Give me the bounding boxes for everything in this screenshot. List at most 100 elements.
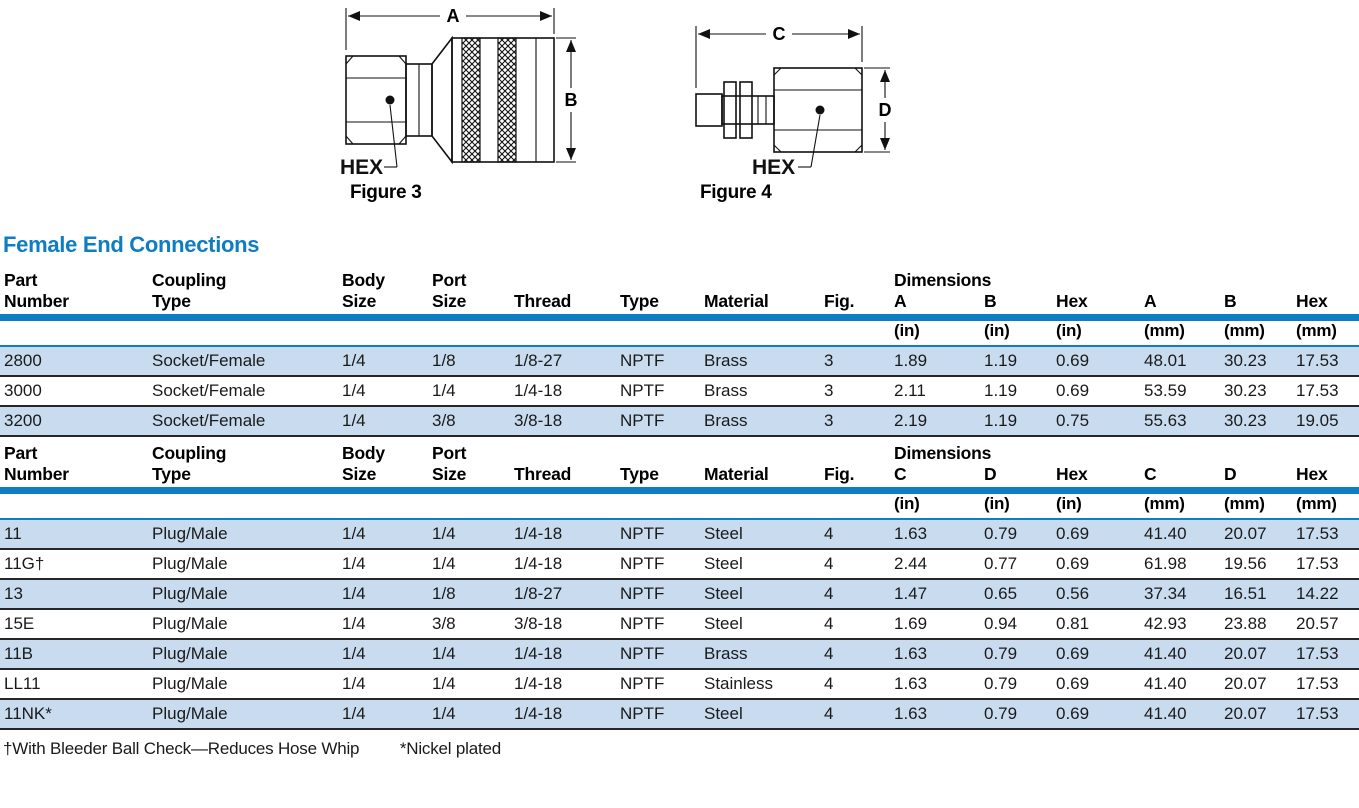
col-dim-hex-in: Hex [1056, 291, 1144, 321]
cell: 55.63 [1144, 411, 1187, 430]
cell: 2.19 [894, 411, 928, 430]
dimension-b-arrow: B [556, 37, 578, 163]
cell: 2.11 [894, 381, 926, 400]
cell: 1/4 [342, 411, 366, 430]
col-body-l1: Body [342, 443, 385, 463]
cell: 0.81 [1056, 614, 1090, 633]
col-dim-d-in: D [984, 464, 1056, 494]
dimension-c-arrow: C [695, 24, 863, 88]
col-coupling-l1: Coupling [152, 270, 227, 290]
col-body-l2: Size [342, 291, 432, 321]
col-dim-b-in: B [984, 291, 1056, 321]
cell: 17.53 [1296, 381, 1339, 400]
cell: 11B [4, 644, 33, 663]
socket-female-table: Part Coupling Body Port Dimensions Numbe… [0, 264, 1359, 437]
cell: Socket/Female [152, 411, 266, 430]
cell: 17.53 [1296, 524, 1339, 543]
units-row: (in) (in) (in) (mm) (mm) (mm) [0, 317, 1359, 347]
table-row: 3200 Socket/Female 1/4 3/8 3/8-18 NPTF Brass 3 2… [0, 406, 1359, 436]
cell: NPTF [620, 584, 665, 603]
cell: NPTF [620, 554, 665, 573]
cell: 1/4-18 [514, 524, 563, 543]
table-row: 11 Plug/Male 1/4 1/4 1/4-18 NPTF Steel 4 1.63 0.7… [0, 519, 1359, 549]
cell: 1/8-27 [514, 351, 563, 370]
cell: 1/4 [342, 524, 366, 543]
figure-4-plug-drawing: C [690, 4, 896, 204]
unit-in: (in) [894, 317, 984, 347]
cell: 1.63 [894, 704, 928, 723]
cell: 1.69 [894, 614, 928, 633]
unit-mm: (mm) [1224, 490, 1296, 520]
col-coupling-l2: Type [152, 464, 342, 494]
cell: 0.79 [984, 644, 1018, 663]
table-row: 13 Plug/Male 1/4 1/8 1/8-27 NPTF Steel 4 1.47 0.6… [0, 579, 1359, 609]
cell: 1/4-18 [514, 674, 563, 693]
cell: Plug/Male [152, 524, 228, 543]
table-row: 15E Plug/Male 1/4 3/8 3/8-18 NPTF Steel 4 1.69 0.… [0, 609, 1359, 639]
col-material: Material [704, 291, 824, 321]
cell: 1.89 [894, 351, 928, 370]
cell: 1/8-27 [514, 584, 563, 603]
cell: 14.22 [1296, 584, 1339, 603]
dimension-a-arrow: A [345, 6, 555, 50]
col-type: Type [620, 464, 704, 494]
unit-mm: (mm) [1144, 490, 1224, 520]
col-fig: Fig. [824, 464, 894, 494]
cell: 20.57 [1296, 614, 1339, 633]
cell: 4 [824, 554, 834, 573]
cell: Steel [704, 614, 743, 633]
col-dim-c-in: C [894, 464, 984, 494]
cell: NPTF [620, 351, 665, 370]
table-row: 11G† Plug/Male 1/4 1/4 1/4-18 NPTF Steel 4 2.44 0… [0, 549, 1359, 579]
cell: Plug/Male [152, 614, 228, 633]
cell: NPTF [620, 674, 665, 693]
cell: NPTF [620, 381, 665, 400]
cell: 0.65 [984, 584, 1018, 603]
cell: 4 [824, 584, 834, 603]
cell: 1/4 [432, 524, 456, 543]
cell: Brass [704, 644, 748, 663]
unit-mm: (mm) [1296, 317, 1359, 347]
hex-callout-dot [815, 105, 825, 115]
col-port-l2: Size [432, 464, 514, 494]
unit-mm: (mm) [1296, 490, 1359, 520]
socket-female-line-drawing: A [340, 6, 578, 176]
col-material: Material [704, 464, 824, 494]
cell: 1/4 [342, 704, 366, 723]
col-dim-a-in: A [894, 291, 984, 321]
cell: 16.51 [1224, 584, 1267, 603]
cell: 20.07 [1224, 674, 1267, 693]
hex-callout-dot [385, 95, 395, 105]
figure-3-socket-drawing: A [340, 4, 582, 204]
cell: 1/4 [432, 674, 456, 693]
cell: 3200 [4, 411, 42, 430]
cell: 17.53 [1296, 351, 1339, 370]
cell: 3/8 [432, 411, 456, 430]
table-row: 11NK* Plug/Male 1/4 1/4 1/4-18 NPTF Steel 4 1.63… [0, 699, 1359, 729]
cell: 0.69 [1056, 704, 1090, 723]
col-dim-hex-mm: Hex [1296, 464, 1359, 494]
unit-mm: (mm) [1224, 317, 1296, 347]
col-thread: Thread [514, 464, 620, 494]
cell: 0.69 [1056, 554, 1090, 573]
col-dim-hex-in: Hex [1056, 464, 1144, 494]
cell: 1/4 [342, 614, 366, 633]
col-part-l2: Number [0, 291, 152, 321]
cell: 1/4 [342, 584, 366, 603]
cell: Socket/Female [152, 351, 266, 370]
table-header: Part Coupling Body Port Dimensions Numbe… [0, 264, 1359, 347]
cell: NPTF [620, 524, 665, 543]
cell: Stainless [704, 674, 773, 693]
cell: 1/4 [342, 674, 366, 693]
col-dim-a-mm: A [1144, 291, 1224, 321]
cell: Steel [704, 554, 743, 573]
cell: 17.53 [1296, 704, 1339, 723]
cell: 1.63 [894, 524, 928, 543]
cell: 11NK* [4, 704, 52, 723]
col-body-l2: Size [342, 464, 432, 494]
cell: 37.34 [1144, 584, 1187, 603]
cell: 3/8-18 [514, 614, 563, 633]
cell: NPTF [620, 411, 665, 430]
col-part-l1: Part [4, 443, 38, 463]
col-type: Type [620, 291, 704, 321]
